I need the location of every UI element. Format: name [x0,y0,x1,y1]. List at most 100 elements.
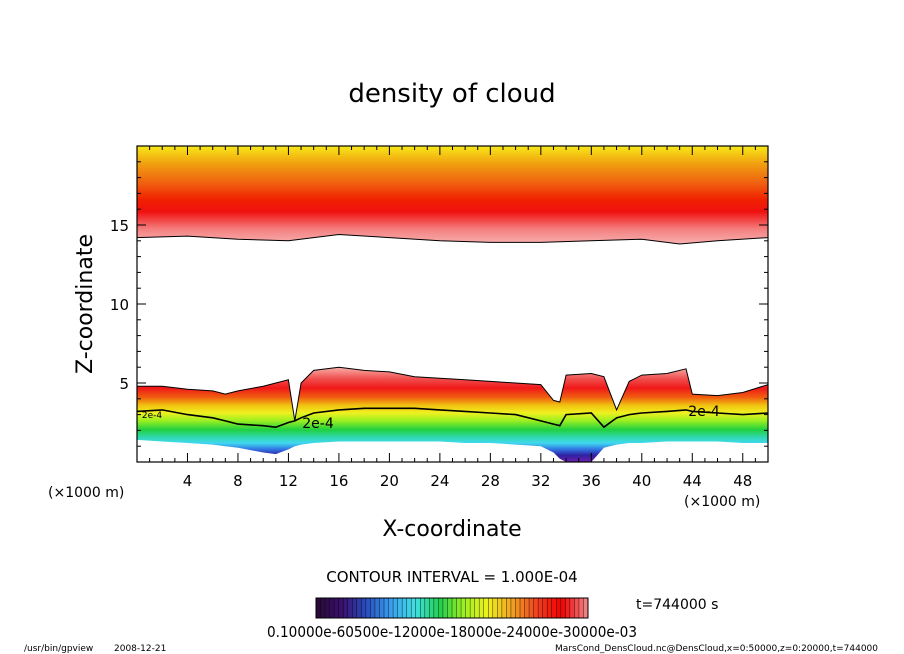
colorbar-swatch [429,598,435,618]
plot-area [137,146,768,462]
x-tick-label: 36 [582,472,601,490]
x-tick-label: 4 [183,472,193,490]
colorbar-swatch [325,598,330,618]
colorbar-swatch [397,598,403,618]
colorbar-swatch [529,598,534,618]
colorbar-swatch [474,598,480,618]
colorbar-swatch [365,598,371,618]
x-tick-label: 48 [733,472,752,490]
colorbar-swatch [501,598,507,618]
colorbar-swatch [438,598,444,618]
contour-label: 2e-4 [302,416,334,432]
colorbar-swatch [465,598,471,618]
colorbar-swatch [470,598,475,618]
x-tick-label: 44 [683,472,702,490]
colorbar-swatch [565,598,571,618]
x-tick-label: 8 [233,472,243,490]
colorbar-swatch [510,598,516,618]
colorbar-swatch [329,598,335,618]
colorbar-swatch [569,598,575,618]
y-tick-label: 5 [119,375,129,393]
colorbar-swatch [343,598,349,618]
colorbar-swatch [542,598,548,618]
colorbar-swatch [406,598,412,618]
colorbar-swatch [384,598,389,618]
colorbar-swatch [479,598,485,618]
colorbar-swatch [447,598,453,618]
footer-date: 2008-12-21 [114,644,166,654]
colorbar-swatch [415,598,421,618]
x-tick-label: 32 [531,472,550,490]
colorbar-swatch [583,598,589,618]
x-axis: 4 8 12 16 20 24 28 32 36 40 44 48 [149,146,756,490]
colorbar-swatch [452,598,457,618]
colorbar-swatch [393,598,398,618]
chart-title: density of cloud [348,79,555,109]
colorbar-swatch [456,598,462,618]
colorbar-swatch [402,598,407,618]
colorbar-swatch [533,598,539,618]
colorbar-swatch [524,598,530,618]
colorbar-swatch [515,598,521,618]
colorbar-swatch [551,598,557,618]
colorbar-swatch [356,598,362,618]
colorbar-swatch [488,598,494,618]
colorbar-swatch [316,598,321,618]
colorbar-swatch [506,598,512,618]
colorbar-swatch [461,598,466,618]
colorbar-swatch [520,598,525,618]
colorbar-swatch [347,598,353,618]
y-axis-label: Z-coordinate [73,234,98,374]
x-unit-label: (×1000 m) [684,494,760,510]
colorbar-swatch [442,598,448,618]
colorbar-swatch [578,598,584,618]
colorbar-swatch [574,598,580,618]
y-tick-label: 15 [110,217,129,235]
colorbar-swatch [379,598,385,618]
time-label: t=744000 s [636,597,718,613]
upper-layer-edge-contour [137,233,768,245]
colorbar-swatch [338,598,344,618]
colorbar-swatch [370,598,376,618]
x-tick-label: 40 [632,472,651,490]
colorbar-swatch [411,598,417,618]
y-unit-label: (×1000 m) [48,485,124,501]
contour-label: 2e-4 [142,411,163,421]
colorbar-swatch [433,598,439,618]
colorbar-swatch [483,598,489,618]
colorbar-swatch [374,598,380,618]
colorbar-swatch [424,598,430,618]
colorbar-swatch [497,598,503,618]
y-tick-label: 10 [110,296,129,314]
colorbar-swatch [334,598,339,618]
x-tick-label: 20 [380,472,399,490]
colorbar-swatch [556,598,562,618]
colorbar-swatch [420,598,426,618]
contour-line-2e-4 [137,407,768,429]
contour-label: 2e-4 [688,404,720,420]
contour-interval-text: CONTOUR INTERVAL = 1.000E-04 [326,568,577,586]
x-tick-label: 28 [481,472,500,490]
colorbar [316,598,589,618]
colorbar-swatch [352,598,358,618]
colorbar-swatch [538,598,543,618]
x-axis-label: X-coordinate [382,517,521,542]
footer-source: MarsCond_DensCloud.nc@DensCloud,x=0:5000… [555,644,878,654]
x-tick-label: 24 [430,472,449,490]
lower-layer-edge-contour [137,366,768,421]
colorbar-swatch [560,598,566,618]
colorbar-swatch [547,598,553,618]
footer-program: /usr/bin/gpview [24,644,93,654]
colorbar-swatch [492,598,498,618]
x-tick-label: 16 [329,472,348,490]
y-axis: 5 10 15 [110,161,768,447]
lower-cloud-layer [137,367,768,462]
colorbar-swatch [388,598,394,618]
colorbar-frame [315,597,589,619]
colorbar-labels: 0.10000e-60500e-12000e-18000e-24000e-300… [267,623,637,641]
colorbar-swatch [320,598,326,618]
x-tick-label: 12 [279,472,298,490]
upper-cloud-layer [137,146,768,244]
colorbar-swatch [361,598,367,618]
